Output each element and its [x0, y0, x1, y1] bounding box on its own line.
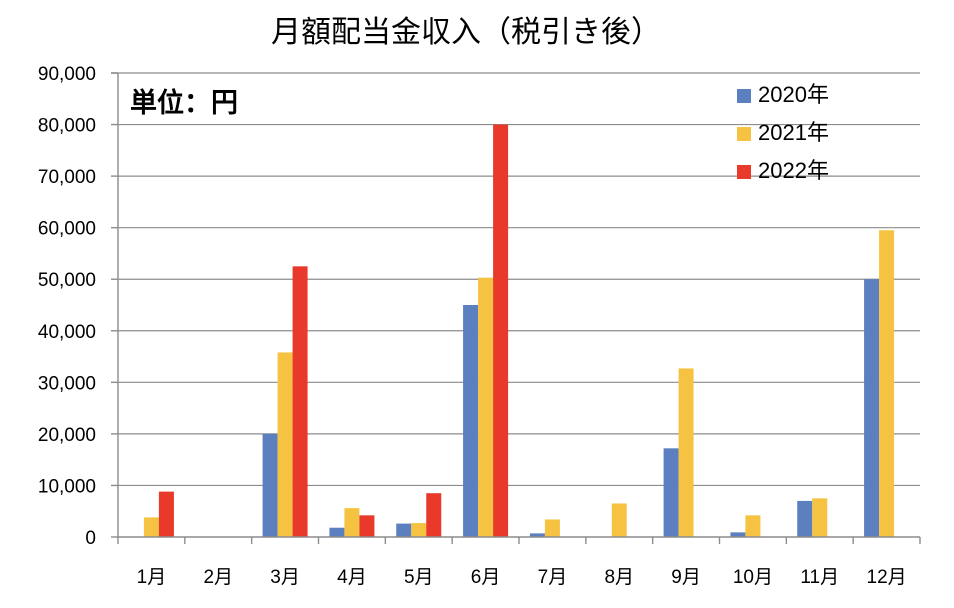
bar [493, 124, 509, 538]
chart-title: 月額配当金収入（税引き後） [271, 15, 661, 50]
gridlines [118, 72, 920, 487]
y-tick-label: 20,000 [38, 425, 96, 446]
y-tick-label: 0 [85, 528, 96, 549]
x-tick-label: 7月 [538, 567, 568, 588]
bar [411, 523, 427, 537]
y-tick-label: 10,000 [38, 476, 96, 497]
bar [277, 352, 293, 537]
legend-label: 2020年 [758, 82, 829, 107]
legend-label: 2021年 [758, 120, 829, 145]
axes [111, 72, 921, 544]
bar [797, 500, 813, 537]
bar [158, 491, 174, 537]
bar [663, 448, 679, 537]
x-tick-label: 5月 [404, 567, 434, 588]
bar [262, 433, 278, 537]
x-tick-label: 1月 [137, 567, 167, 588]
bar [463, 305, 479, 537]
y-tick-labels: 0 10,000 20,000 30,000 40,000 50,000 60,000 70,… [38, 64, 96, 549]
bar [344, 508, 360, 537]
bar [478, 277, 494, 537]
unit-label: 単位：円 [130, 87, 238, 119]
x-tick-label: 4月 [337, 567, 367, 588]
bar [730, 532, 746, 537]
x-tick-label: 3月 [270, 567, 300, 588]
y-tick-label: 80,000 [38, 116, 96, 137]
bar [812, 498, 828, 537]
bars [143, 124, 895, 538]
bar [359, 515, 375, 537]
x-tick-label: 9月 [671, 567, 701, 588]
y-tick-label: 90,000 [38, 64, 96, 85]
y-tick-label: 40,000 [38, 322, 96, 343]
bar [611, 503, 627, 537]
x-tick-label: 8月 [604, 567, 634, 588]
bar [143, 517, 159, 537]
x-tick-label: 11月 [800, 567, 839, 588]
bar [426, 493, 442, 537]
x-tick-label: 10月 [733, 567, 773, 588]
bar [678, 368, 694, 537]
legend-label: 2022年 [758, 158, 829, 183]
bar [745, 515, 761, 537]
legend-swatch [737, 89, 751, 103]
x-tick-label: 12月 [867, 567, 907, 588]
bar [292, 266, 308, 537]
legend-swatch [737, 165, 751, 179]
bar [396, 523, 412, 537]
legend-swatch [737, 127, 751, 141]
y-tick-label: 30,000 [38, 373, 96, 394]
bar [879, 230, 895, 537]
x-tick-labels: 1月 2月 3月 4月 5月 6月 7月 8月 9月 10月 11月 12月 [137, 567, 907, 588]
y-tick-label: 70,000 [38, 167, 96, 188]
legend: 2020年 2021年 2022年 [737, 82, 829, 183]
y-tick-label: 50,000 [38, 270, 96, 291]
y-tick-label: 60,000 [38, 219, 96, 240]
bar [329, 527, 345, 537]
x-tick-label: 6月 [471, 567, 501, 588]
bar [864, 279, 880, 537]
bar [529, 533, 545, 537]
x-tick-label: 2月 [203, 567, 233, 588]
bar [544, 519, 560, 537]
